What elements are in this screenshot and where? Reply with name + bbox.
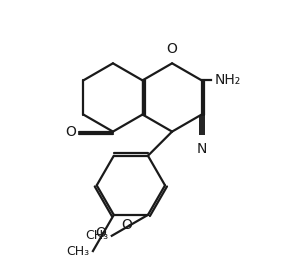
Text: CH₃: CH₃ [66, 245, 89, 258]
Text: O: O [65, 125, 76, 139]
Text: O: O [95, 226, 106, 240]
Text: O: O [121, 218, 132, 232]
Text: CH₃: CH₃ [85, 229, 108, 242]
Text: NH₂: NH₂ [215, 73, 241, 87]
Text: O: O [167, 42, 178, 57]
Text: N: N [196, 142, 207, 156]
